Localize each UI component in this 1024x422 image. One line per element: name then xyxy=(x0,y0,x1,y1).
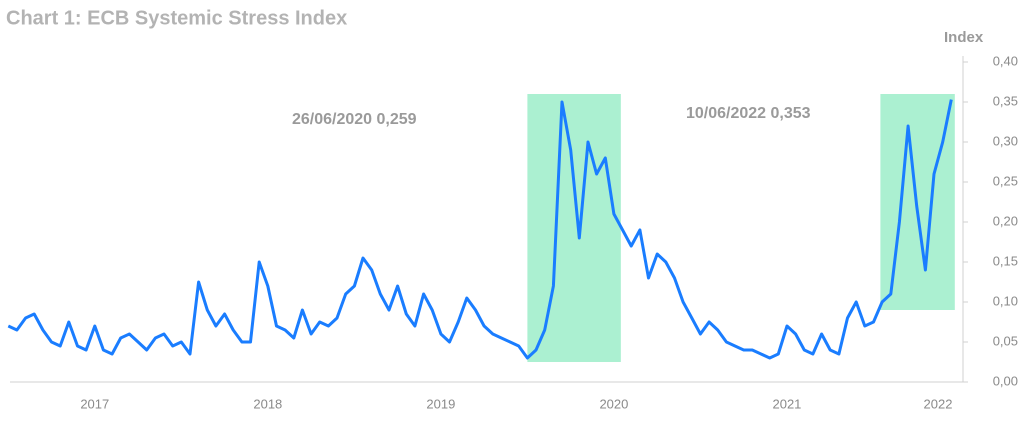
y-tick-label: 0,30 xyxy=(993,133,1018,148)
x-tick-label: 2017 xyxy=(80,396,109,411)
y-tick-label: 0,10 xyxy=(993,293,1018,308)
annotation: 10/06/2022 0,353 xyxy=(686,105,811,122)
x-tick-label: 2019 xyxy=(426,396,455,411)
y-tick-label: 0,35 xyxy=(993,93,1018,108)
y-tick-label: 0,20 xyxy=(993,213,1018,228)
y-axis-label: Index xyxy=(944,29,984,46)
data-line xyxy=(7,99,953,360)
x-tick-label: 2018 xyxy=(253,396,282,411)
y-tick-label: 0,15 xyxy=(993,253,1018,268)
highlight-region xyxy=(527,94,621,362)
chart-title: Chart 1: ECB Systemic Stress Index xyxy=(6,7,347,29)
annotation: 26/06/2020 0,259 xyxy=(292,111,417,128)
x-tick-label: 2020 xyxy=(599,396,628,411)
y-tick-label: 0,25 xyxy=(993,173,1018,188)
y-tick-label: 0,05 xyxy=(993,333,1018,348)
x-tick-label: 2022 xyxy=(924,396,953,411)
y-tick-label: 0,00 xyxy=(993,373,1018,388)
y-tick-label: 0,40 xyxy=(993,53,1018,68)
x-tick-label: 2021 xyxy=(772,396,801,411)
